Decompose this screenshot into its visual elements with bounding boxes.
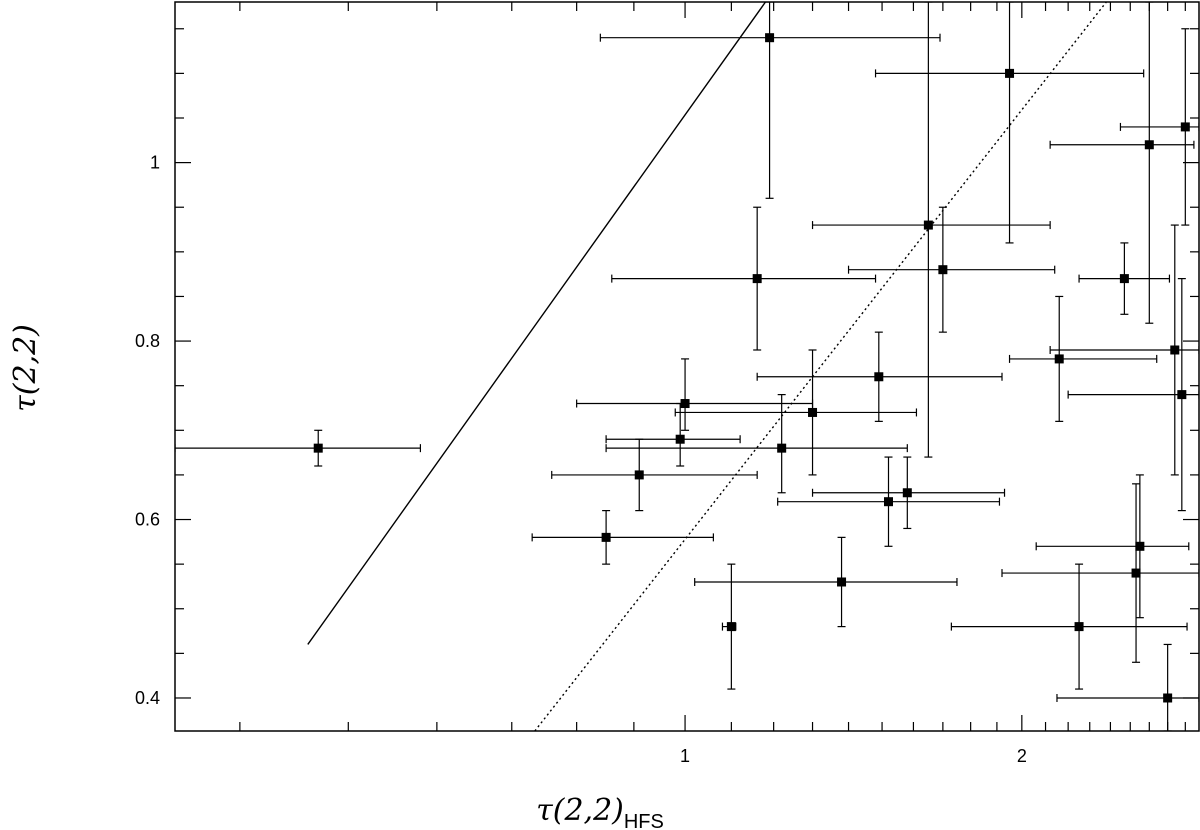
data-point [752,274,762,284]
data-point [808,407,818,417]
x-tick-label: 2 [1017,746,1027,766]
data-point [837,577,847,587]
x-axis-label-subscript: HFS [624,811,664,830]
reference-lines [307,2,1107,731]
data-point [883,497,893,507]
data-point [726,622,736,632]
plot-frame-rect [174,1,1200,732]
y-axis-label: τ(2,2) [8,324,43,412]
data-point [1144,140,1154,150]
x-tick-label: 1 [680,746,690,766]
data-point [938,265,948,275]
data-point [1180,122,1190,132]
y-tick-label: 1 [150,153,160,173]
data-point [634,470,644,480]
data-point [1177,390,1187,400]
data-point [923,220,933,230]
y-tick-label: 0.6 [135,510,160,530]
data-point [601,532,611,542]
data-point [1074,622,1084,632]
data-point [313,443,323,453]
data-point [765,33,775,43]
data-point [1054,354,1064,364]
data-point [1135,541,1145,551]
data-point [1131,568,1141,578]
axis-ticks [175,2,1199,731]
x-axis-label: τ(2,2)HFS [536,793,664,830]
data-point [777,443,787,453]
data-point [1005,68,1015,78]
data-point [1119,274,1129,284]
x-axis-label-main: τ(2,2) [536,793,624,828]
data-point [680,399,690,409]
solid-reference-line [307,2,767,645]
tick-labels: 1 2 0.4 0.6 0.8 1 [135,153,1027,766]
data-point [675,434,685,444]
data-point [1170,345,1180,355]
data-markers [313,33,1190,703]
data-point [874,372,884,382]
dotted-reference-line [534,2,1107,731]
y-tick-label: 0.8 [135,331,160,351]
data-point [1163,693,1173,703]
y-tick-label: 0.4 [135,688,160,708]
plot-frame [174,1,1200,732]
data-point [902,488,912,498]
